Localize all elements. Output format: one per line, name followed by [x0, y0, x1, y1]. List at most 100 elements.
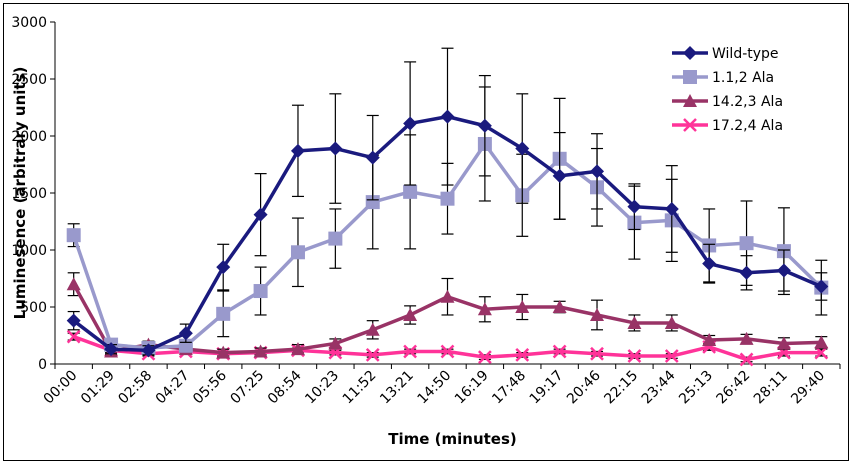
data-point [702, 256, 717, 271]
x-tick-label: 00:00 [41, 368, 81, 408]
marker-stroke [477, 350, 492, 365]
data-point [178, 326, 193, 341]
data-point [66, 313, 81, 328]
data-point [664, 349, 679, 363]
data-point [290, 342, 305, 356]
x-tick-label: 23:44 [639, 367, 679, 407]
data-point [66, 277, 81, 291]
legend-marker [683, 70, 697, 84]
marker-stroke [590, 346, 604, 361]
data-point [552, 300, 567, 313]
data-point [328, 231, 343, 246]
legend-label: 17.2,4 Ala [712, 118, 783, 134]
data-point [365, 347, 380, 362]
data-point [440, 344, 455, 359]
marker-stroke [683, 118, 697, 132]
data-point [664, 201, 679, 216]
data-point [403, 116, 418, 131]
x-tick-label: 26:42 [714, 368, 754, 408]
marker-stroke [627, 349, 642, 363]
data-point [216, 345, 231, 359]
series-1-1-2-ala [66, 86, 829, 356]
y-axis-title: Luminesence (arbitrary units) [11, 67, 29, 320]
legend-label: 1.1,2 Ala [712, 70, 774, 86]
data-point [440, 191, 455, 206]
marker-stroke [552, 344, 567, 359]
data-point [141, 343, 156, 358]
data-point [590, 307, 605, 321]
x-tick-label: 04:27 [153, 368, 193, 408]
x-tick-label: 10:23 [302, 368, 342, 408]
data-point [290, 143, 305, 158]
data-point [253, 344, 268, 358]
data-point [627, 199, 642, 214]
legend-entry: 14.2,3 Ala [672, 94, 783, 110]
marker-stroke [403, 344, 418, 359]
data-point [739, 265, 754, 280]
series-wild-type [66, 47, 829, 358]
x-tick-label: 20:46 [564, 367, 604, 407]
data-point [66, 228, 81, 243]
legend-marker [683, 94, 697, 107]
legend-label: 14.2,3 Ala [712, 94, 783, 110]
data-point [627, 349, 642, 363]
x-tick-label: 02:58 [115, 368, 155, 408]
y-tick-label: 500 [20, 300, 47, 316]
data-point [403, 307, 418, 321]
data-point [515, 141, 530, 156]
data-point [515, 300, 530, 313]
x-axis-ticks: 00:0001:2902:5804:2705:5607:2508:5410:23… [41, 364, 841, 408]
data-point [739, 352, 754, 367]
x-tick-label: 28:11 [751, 368, 791, 408]
data-point [290, 245, 305, 260]
data-point [664, 315, 679, 329]
data-point [253, 284, 268, 299]
marker-stroke [365, 347, 380, 362]
data-point [776, 336, 791, 350]
legend-marker [683, 46, 697, 60]
y-tick-label: 0 [38, 357, 47, 373]
series-group [66, 47, 829, 367]
data-point [328, 336, 343, 350]
data-point [702, 333, 717, 347]
data-point [440, 289, 455, 303]
data-point [216, 306, 231, 321]
legend-label: Wild-type [712, 46, 779, 62]
data-point [477, 302, 492, 316]
y-tick-label: 2000 [11, 129, 47, 145]
data-point [552, 168, 567, 183]
data-point [403, 344, 418, 359]
data-point [739, 331, 754, 345]
marker-stroke [515, 347, 530, 362]
x-tick-label: 05:56 [190, 367, 230, 407]
x-tick-label: 11:52 [340, 368, 380, 408]
x-tick-label: 16:19 [452, 368, 492, 408]
x-tick-label: 22:15 [601, 368, 641, 408]
data-point [627, 315, 642, 329]
x-tick-label: 01:29 [78, 368, 118, 408]
legend: Wild-type 1.1,2 Ala 14.2,3 Ala 17.2,4 Ala [672, 46, 783, 134]
data-point [814, 335, 829, 349]
data-point [365, 150, 380, 165]
data-point [776, 263, 791, 278]
data-point [104, 342, 119, 357]
y-tick-label: 2500 [11, 72, 47, 88]
x-tick-label: 13:21 [377, 368, 417, 408]
data-point [403, 184, 418, 199]
data-point [328, 141, 343, 156]
legend-entry: 1.1,2 Ala [672, 70, 774, 86]
x-tick-label: 25:13 [676, 368, 716, 408]
x-axis-title: Time (minutes) [388, 430, 517, 448]
x-tick-label: 07:25 [228, 368, 268, 408]
marker-stroke [440, 344, 455, 359]
legend-marker [683, 118, 697, 132]
y-axis-ticks: 0 500 1000 1500 2000 2500 3000 [11, 15, 55, 373]
data-point [477, 350, 492, 365]
data-point [814, 279, 829, 294]
data-point [590, 164, 605, 179]
x-tick-label: 08:54 [265, 367, 305, 407]
x-tick-label: 29:40 [788, 368, 828, 408]
y-tick-label: 1000 [11, 243, 47, 259]
marker-stroke [739, 352, 754, 367]
data-point [739, 236, 754, 251]
